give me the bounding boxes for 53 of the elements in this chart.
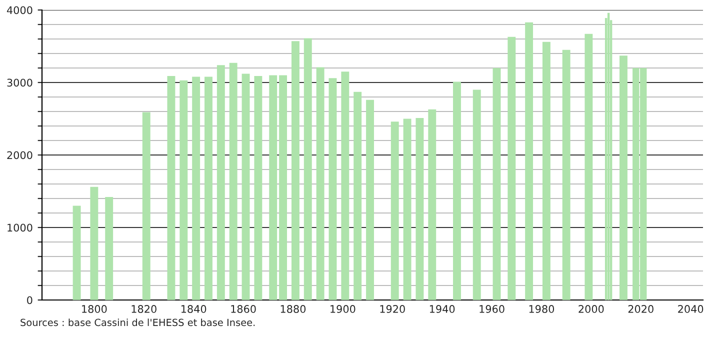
bar bbox=[366, 100, 374, 300]
x-tick-label: 1800 bbox=[82, 305, 107, 313]
x-tick-label: 1960 bbox=[480, 305, 504, 313]
x-tick-label: 1820 bbox=[132, 305, 156, 313]
x-tick-label: 1900 bbox=[330, 305, 356, 313]
bar bbox=[390, 122, 399, 300]
x-tick-label: 2000 bbox=[578, 305, 604, 313]
bar bbox=[328, 78, 337, 300]
bar bbox=[180, 80, 188, 300]
bar bbox=[403, 118, 412, 300]
bar bbox=[584, 34, 593, 300]
bar bbox=[254, 76, 262, 300]
y-tick-label: 3000 bbox=[7, 78, 32, 87]
bar bbox=[542, 42, 550, 300]
bar bbox=[291, 41, 300, 300]
bar bbox=[242, 74, 250, 300]
y-tick-label: 0 bbox=[27, 296, 32, 304]
bar bbox=[416, 118, 424, 300]
x-tick-label: 2020 bbox=[628, 305, 654, 313]
bar bbox=[229, 62, 238, 300]
x-tick-label: 2040 bbox=[678, 305, 704, 313]
y-tick-label: 1000 bbox=[8, 224, 32, 232]
y-tick-label: 4000 bbox=[6, 6, 32, 14]
bar bbox=[562, 50, 570, 300]
y-tick-label: 2000 bbox=[7, 151, 32, 160]
bar bbox=[142, 112, 150, 300]
bar bbox=[525, 22, 534, 300]
source-note: Sources : base Cassini de l'EHESS et base Insee. bbox=[20, 318, 255, 326]
bar bbox=[354, 92, 362, 300]
bar bbox=[508, 36, 516, 300]
bar bbox=[341, 72, 350, 300]
bar bbox=[269, 75, 278, 300]
bar bbox=[620, 56, 628, 300]
bar bbox=[216, 65, 225, 300]
x-tick-label: 1860 bbox=[231, 305, 256, 313]
bar bbox=[192, 76, 200, 300]
bar bbox=[304, 38, 312, 300]
bar bbox=[90, 186, 98, 300]
bar bbox=[72, 206, 81, 300]
x-tick-label: 1920 bbox=[380, 305, 405, 313]
bar bbox=[472, 90, 481, 300]
bar bbox=[428, 109, 436, 300]
bar bbox=[453, 82, 461, 300]
x-tick-label: 1880 bbox=[280, 305, 306, 313]
bar bbox=[167, 76, 176, 300]
bar bbox=[492, 68, 501, 300]
bar bbox=[279, 75, 288, 300]
x-tick-label: 1940 bbox=[430, 305, 455, 313]
bar bbox=[105, 197, 114, 300]
x-tick-label: 1840 bbox=[181, 305, 206, 313]
x-tick-label: 1980 bbox=[529, 305, 554, 313]
bar bbox=[204, 76, 212, 300]
bar bbox=[316, 67, 324, 300]
